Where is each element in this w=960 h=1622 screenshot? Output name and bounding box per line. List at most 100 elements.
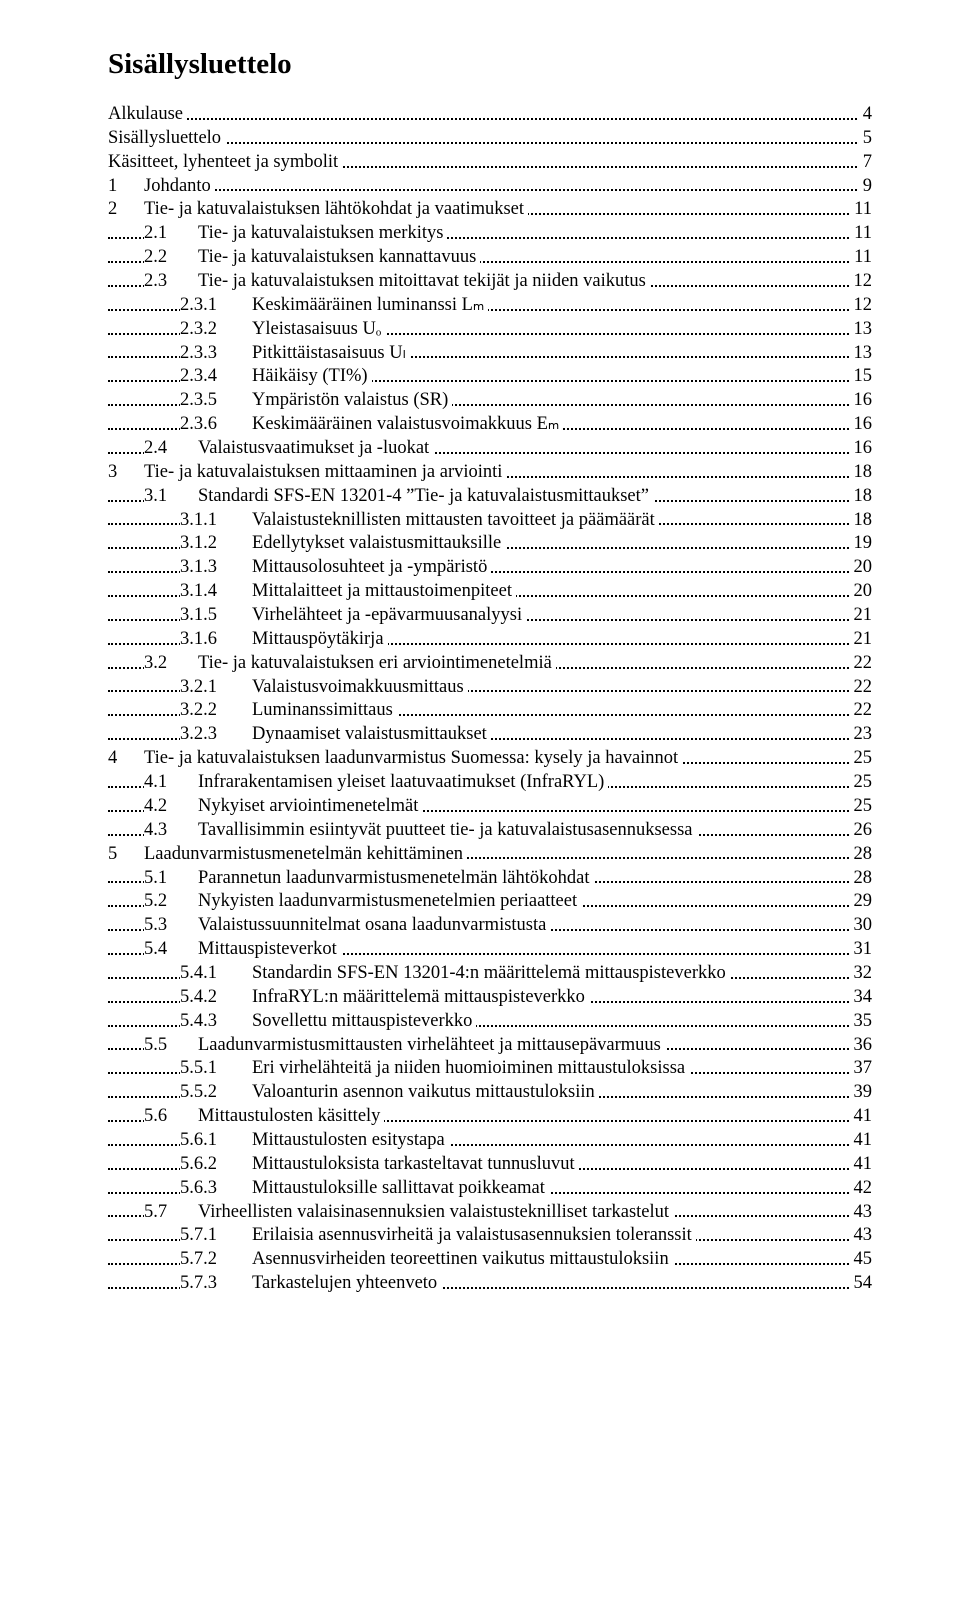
toc-entry: 4.3Tavallisimmin esiintyvät puutteet tie… [108, 819, 872, 843]
toc-entry-label: 5.5Laadunvarmistusmittausten virhelähtee… [144, 1035, 665, 1055]
toc-entry-text: Mittaustulosten esitystapa [252, 1130, 445, 1150]
toc-entry-number: 3 [108, 461, 144, 485]
toc-entry-number: 2.3 [144, 270, 198, 294]
toc-entry-number: 2.3.2 [180, 318, 252, 342]
toc-entry-page: 25 [850, 747, 873, 771]
toc-entry-number: 4.1 [144, 771, 198, 795]
toc-entry: 3.1Standardi SFS-EN 13201-4 ”Tie- ja kat… [108, 485, 872, 509]
toc-entry-page: 12 [850, 294, 873, 318]
toc-entry-page: 4 [859, 103, 872, 127]
toc-entry-label: 5.7.1Erilaisia asennusvirheitä ja valais… [180, 1225, 696, 1245]
toc-entry-text: Valaistusvaatimukset ja -luokat [198, 438, 429, 458]
toc-entry: 2.2Tie- ja katuvalaistuksen kannattavuus… [108, 246, 872, 270]
toc-entry-label: 4Tie- ja katuvalaistuksen laadunvarmistu… [108, 748, 682, 768]
toc-entry-number: 5.2 [144, 890, 198, 914]
toc-entry-label: 2Tie- ja katuvalaistuksen lähtökohdat ja… [108, 199, 528, 219]
toc-entry: 5.7.3Tarkastelujen yhteenveto54 [108, 1272, 872, 1296]
toc-entry-text: Mittaustulosten käsittely [198, 1106, 380, 1126]
toc-entry-label: 5.7Virheellisten valaisinasennuksien val… [144, 1202, 673, 1222]
toc-entry-page: 20 [850, 556, 873, 580]
toc-entry-label: 5.4.3Sovellettu mittauspisteverkko [180, 1011, 476, 1031]
toc-entry-number: 4 [108, 747, 144, 771]
toc-entry: 4.1Infrarakentamisen yleiset laatuvaatim… [108, 771, 872, 795]
toc-entry: Sisällysluettelo5 [108, 127, 872, 151]
toc-entry-label: 5.5.1Eri virhelähteitä ja niiden huomioi… [180, 1058, 689, 1078]
toc-entry-text: Alkulause [108, 104, 183, 124]
toc-entry-text: Valaistussuunnitelmat osana laadunvarmis… [198, 915, 546, 935]
toc-entry: 5.1Parannetun laadunvarmistusmenetelmän … [108, 867, 872, 891]
toc-entry-text: Luminanssimittaus [252, 700, 393, 720]
toc-entry: 2.4Valaistusvaatimukset ja -luokat16 [108, 437, 872, 461]
toc-entry-label: 5Laadunvarmistusmenetelmän kehittäminen [108, 844, 467, 864]
toc-entry: 5.4.3Sovellettu mittauspisteverkko35 [108, 1010, 872, 1034]
toc-entry-text: Tavallisimmin esiintyvät puutteet tie- j… [198, 820, 693, 840]
toc-entry-label: Käsitteet, lyhenteet ja symbolit [108, 152, 342, 172]
toc-entry-label: 5.6.3Mittaustuloksille sallittavat poikk… [180, 1178, 549, 1198]
toc-entry-label: 2.3.5Ympäristön valaistus (SR) [180, 390, 452, 410]
toc-entry-page: 13 [850, 318, 873, 342]
toc-entry: 5.5.2Valoanturin asennon vaikutus mittau… [108, 1081, 872, 1105]
toc-entry-number: 2.3.1 [180, 294, 252, 318]
toc-entry-text: Tie- ja katuvalaistuksen lähtökohdat ja … [144, 199, 524, 219]
toc-entry-label: 3.2.3Dynaamiset valaistusmittaukset [180, 724, 491, 744]
toc-entry-number: 3.2.2 [180, 699, 252, 723]
toc-entry-label: 2.1Tie- ja katuvalaistuksen merkitys [144, 223, 447, 243]
toc-entry: 2.3.4Häikäisy (TI%)15 [108, 365, 872, 389]
toc-entry-text: Erilaisia asennusvirheitä ja valaistusas… [252, 1225, 692, 1245]
toc-entry: 5.7Virheellisten valaisinasennuksien val… [108, 1201, 872, 1225]
toc-entry-number: 2.3.4 [180, 365, 252, 389]
toc-entry-page: 41 [850, 1129, 873, 1153]
toc-entry-label: 4.3Tavallisimmin esiintyvät puutteet tie… [144, 820, 697, 840]
toc-entry-page: 28 [850, 867, 873, 891]
toc-entry-number: 2.3.5 [180, 389, 252, 413]
toc-entry-page: 41 [850, 1105, 873, 1129]
toc-entry-text: Edellytykset valaistusmittauksille [252, 533, 501, 553]
toc-entry-page: 16 [850, 437, 873, 461]
toc-entry-page: 11 [850, 222, 872, 246]
toc-entry: 5.7.1Erilaisia asennusvirheitä ja valais… [108, 1224, 872, 1248]
toc-entry-page: 26 [850, 819, 873, 843]
toc-entry-text: Mittauspisteverkot [198, 939, 337, 959]
toc-entry-number: 3.2.3 [180, 723, 252, 747]
toc-entry: 5.6.3Mittaustuloksille sallittavat poikk… [108, 1177, 872, 1201]
toc-entry-page: 37 [850, 1057, 873, 1081]
toc-entry-number: 3.1 [144, 485, 198, 509]
toc-entry: 2.3.2Yleistasaisuus Uₒ13 [108, 318, 872, 342]
toc-entry-label: 5.6.1Mittaustulosten esitystapa [180, 1130, 449, 1150]
toc-entry-text: Nykyiset arviointimenetelmät [198, 796, 418, 816]
toc-entry-page: 5 [859, 127, 872, 151]
toc-entry-number: 5.4 [144, 938, 198, 962]
toc-entry-page: 25 [850, 771, 873, 795]
toc-entry-label: 3.2Tie- ja katuvalaistuksen eri arvioint… [144, 653, 556, 673]
toc-entry: 4Tie- ja katuvalaistuksen laadunvarmistu… [108, 747, 872, 771]
toc-entry-number: 5.7 [144, 1201, 198, 1225]
toc-entry: 5.4Mittauspisteverkot31 [108, 938, 872, 962]
toc-entry-page: 16 [850, 413, 873, 437]
toc-entry-text: Valaistusteknillisten mittausten tavoitt… [252, 510, 655, 530]
toc-entry-text: Mittaustuloksista tarkasteltavat tunnusl… [252, 1154, 575, 1174]
toc-entry-text: Standardin SFS-EN 13201-4:n määrittelemä… [252, 963, 726, 983]
toc-entry: 2.3.5Ympäristön valaistus (SR) 16 [108, 389, 872, 413]
toc-entry-number: 2.3.3 [180, 342, 252, 366]
toc-entry-text: Mittauspöytäkirja [252, 629, 384, 649]
toc-entry-number: 5.5.1 [180, 1057, 252, 1081]
toc-entry-label: 5.6.2Mittaustuloksista tarkasteltavat tu… [180, 1154, 579, 1174]
toc-entry-number: 3.2.1 [180, 676, 252, 700]
toc-entry-text: Infrarakentamisen yleiset laatuvaatimuks… [198, 772, 604, 792]
toc-entry-label: 5.5.2Valoanturin asennon vaikutus mittau… [180, 1082, 599, 1102]
toc-entry-number: 5.4.2 [180, 986, 252, 1010]
toc-entry-page: 21 [850, 628, 873, 652]
toc-entry-page: 20 [850, 580, 873, 604]
toc-entry-number: 5.6.3 [180, 1177, 252, 1201]
toc-entry-text: InfraRYL:n määrittelemä mittauspisteverk… [252, 987, 585, 1007]
toc-entry-text: Sovellettu mittauspisteverkko [252, 1011, 472, 1031]
toc-entry-label: 1Johdanto [108, 176, 215, 196]
toc-entry: 3.1.5Virhelähteet ja -epävarmuusanalyysi… [108, 604, 872, 628]
toc-entry-page: 28 [850, 843, 873, 867]
toc-entry: 3Tie- ja katuvalaistuksen mittaaminen ja… [108, 461, 872, 485]
toc-entry: 3.1.1Valaistusteknillisten mittausten ta… [108, 509, 872, 533]
toc-entry-text: Tie- ja katuvalaistuksen kannattavuus [198, 247, 476, 267]
toc-entry-page: 11 [850, 198, 872, 222]
toc-entry-page: 16 [850, 389, 873, 413]
toc-entry-text: Mittausolosuhteet ja -ympäristö [252, 557, 487, 577]
